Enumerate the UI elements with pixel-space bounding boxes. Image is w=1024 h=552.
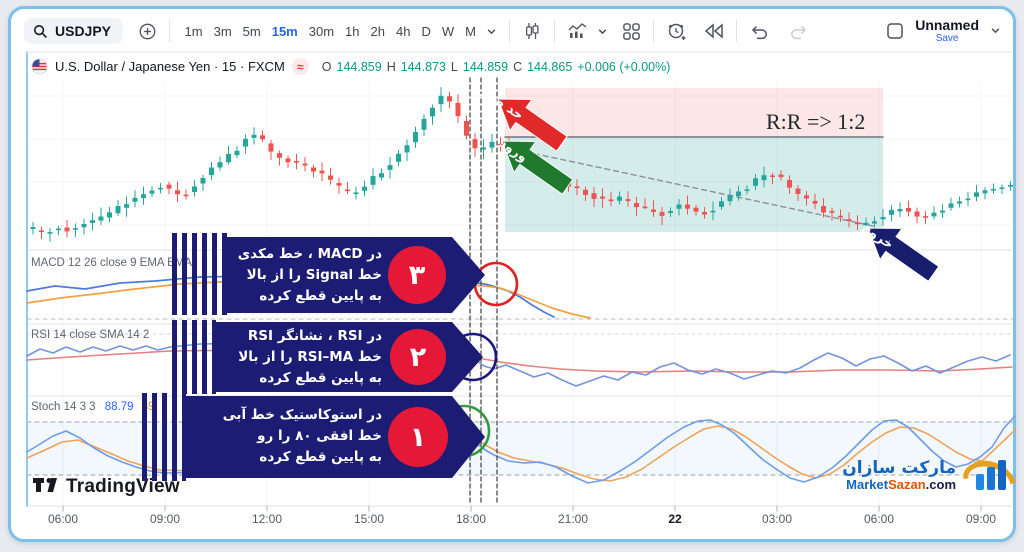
marketsazan-domain-text: MarketSazan.com bbox=[846, 477, 956, 493]
annotation-line: خط Signal را از بالا bbox=[246, 266, 382, 283]
layout-name: Unnamed bbox=[915, 16, 979, 33]
toolbar-divider bbox=[169, 20, 171, 42]
annotation-line: خط RSI–MA را از بالا bbox=[238, 348, 382, 365]
annotation-line: در RSI ، نشانگر RSI bbox=[247, 328, 382, 344]
layout-dropdown-chevron[interactable] bbox=[987, 22, 1004, 39]
symbol-search-button[interactable]: USDJPY bbox=[24, 18, 124, 44]
compare-add-symbol-button[interactable] bbox=[135, 19, 160, 44]
stop-zone bbox=[505, 88, 883, 137]
timeframe-3m[interactable]: 3m bbox=[213, 23, 232, 39]
annotation-line: در استوکاستیک خط آبی bbox=[222, 407, 382, 423]
us-flag-icon bbox=[31, 58, 48, 75]
toolbar-divider bbox=[736, 20, 738, 42]
fullscreen-checkbox-icon[interactable] bbox=[883, 19, 907, 43]
timeframe-15m[interactable]: 15m bbox=[271, 23, 298, 39]
symbol-label: USDJPY bbox=[55, 23, 112, 39]
tradingview-watermark[interactable]: TradingView bbox=[33, 476, 180, 498]
time-axis-label: 06:00 bbox=[863, 512, 895, 526]
time-axis-label: 22 bbox=[668, 512, 682, 526]
time-axis-label: 09:00 bbox=[149, 512, 181, 526]
save-button[interactable]: Save bbox=[935, 33, 959, 45]
annotation-line: خط افقی ۸۰ را رو bbox=[257, 427, 382, 444]
indicators-button[interactable] bbox=[564, 18, 592, 44]
rsi-pane-label[interactable]: RSI 14 close SMA 14 2 bbox=[31, 329, 150, 341]
tradingview-logo-icon bbox=[33, 478, 57, 492]
time-axis-label: 21:00 bbox=[557, 512, 589, 526]
symbol-title: U.S. Dollar / Japanese Yen · 15 · FXCM bbox=[55, 59, 285, 74]
annotation-pointer bbox=[452, 237, 485, 313]
redo-button[interactable] bbox=[786, 20, 812, 43]
time-axis[interactable]: 06:00 09:00 12:00 15:00 18:00 21:00 22 03:00 06:… bbox=[0, 510, 1024, 536]
annotation-line: به پایین قطع کرده bbox=[259, 369, 382, 386]
annotation-stripes bbox=[172, 233, 228, 315]
timeframe-1h[interactable]: 1h bbox=[345, 23, 360, 39]
timeframe-1m[interactable]: 1m bbox=[184, 23, 203, 39]
annotation-line: در MACD ، خط مکدی bbox=[237, 246, 382, 262]
trendline bbox=[507, 147, 874, 227]
timeframe-M[interactable]: M bbox=[465, 23, 476, 39]
change-value: +0.006 (+0.00%) bbox=[577, 59, 671, 74]
timeframe-dropdown-chevron[interactable] bbox=[483, 23, 500, 40]
annotation-stripes bbox=[172, 320, 216, 394]
marketsazan-logo-icon bbox=[963, 460, 1016, 490]
indicators-dropdown-chevron[interactable] bbox=[594, 23, 611, 40]
annotation-pointer bbox=[452, 396, 485, 478]
time-axis-label: 18:00 bbox=[455, 512, 487, 526]
stoch-label-text: Stoch 14 3 3 bbox=[31, 401, 96, 413]
timeframe-30m[interactable]: 30m bbox=[308, 23, 335, 39]
ohlc-values: O 144.859 H 144.873 L 144.859 C 144.865 +0.0… bbox=[321, 59, 671, 74]
symbol-legend-row[interactable]: U.S. Dollar / Japanese Yen · 15 · FXCM ≈… bbox=[31, 58, 670, 75]
low-value: 144.859 bbox=[462, 59, 509, 74]
time-axis-label: 06:00 bbox=[47, 512, 79, 526]
marketsazan-watermark: مارکت سازان MarketSazan.com bbox=[822, 450, 1018, 502]
bar-replay-button[interactable] bbox=[701, 20, 727, 42]
annotation-pointer bbox=[452, 322, 483, 392]
toolbar-divider bbox=[554, 20, 556, 42]
annotation-number-1: ۱ bbox=[388, 407, 448, 467]
toolbar-divider bbox=[653, 20, 655, 42]
high-value: 144.873 bbox=[400, 59, 446, 74]
time-axis-label: 09:00 bbox=[965, 512, 997, 526]
stoch-k-value: 88.79 bbox=[104, 401, 134, 413]
timeframe-list: 1m 3m 5m 15m 30m 1h 2h 4h D W M bbox=[179, 21, 481, 42]
annotation-line: به پایین قطع کرده bbox=[259, 448, 382, 465]
chart-style-candles-button[interactable] bbox=[519, 18, 545, 44]
annotation-stripes bbox=[142, 393, 186, 481]
close-value: 144.865 bbox=[527, 59, 573, 74]
annotation-line: به پایین قطع کرده bbox=[259, 287, 382, 304]
toolbar-right-group: Unnamed Save bbox=[883, 16, 1004, 45]
timeframe-4h[interactable]: 4h bbox=[395, 23, 411, 39]
timeframe-W[interactable]: W bbox=[441, 23, 455, 39]
annotation-number-2: ۲ bbox=[390, 329, 446, 385]
layout-grid-button[interactable] bbox=[619, 19, 644, 44]
time-axis-label: 15:00 bbox=[353, 512, 385, 526]
time-axis-label: 12:00 bbox=[251, 512, 283, 526]
marketsazan-farsi-text: مارکت سازان bbox=[842, 457, 956, 478]
timeframe-5m[interactable]: 5m bbox=[242, 23, 261, 39]
search-icon bbox=[33, 24, 47, 38]
macd-pane-label[interactable]: MACD 12 26 close 9 EMA EMA bbox=[31, 257, 193, 269]
layout-save-control[interactable]: Unnamed Save bbox=[915, 16, 979, 45]
top-toolbar: USDJPY 1m 3m 5m 15m 30m 1h 2h 4h D W M bbox=[24, 14, 1004, 48]
alert-button[interactable] bbox=[663, 18, 691, 44]
timeframe-D[interactable]: D bbox=[421, 23, 431, 39]
annotation-number-3: ۳ bbox=[388, 246, 446, 304]
undo-button[interactable] bbox=[746, 20, 772, 43]
time-axis-label: 03:00 bbox=[761, 512, 793, 526]
tradingview-logo-text: TradingView bbox=[66, 476, 180, 497]
approx-badge: ≈ bbox=[291, 58, 309, 75]
open-value: 144.859 bbox=[336, 59, 382, 74]
time-axis-ticks bbox=[62, 505, 982, 512]
stoch-pane-label[interactable]: Stoch 14 3 3 88.79 89 bbox=[31, 401, 155, 413]
risk-reward-label: R:R => 1:2 bbox=[766, 109, 866, 134]
timeframe-2h[interactable]: 2h bbox=[370, 23, 385, 39]
toolbar-divider bbox=[509, 20, 511, 42]
